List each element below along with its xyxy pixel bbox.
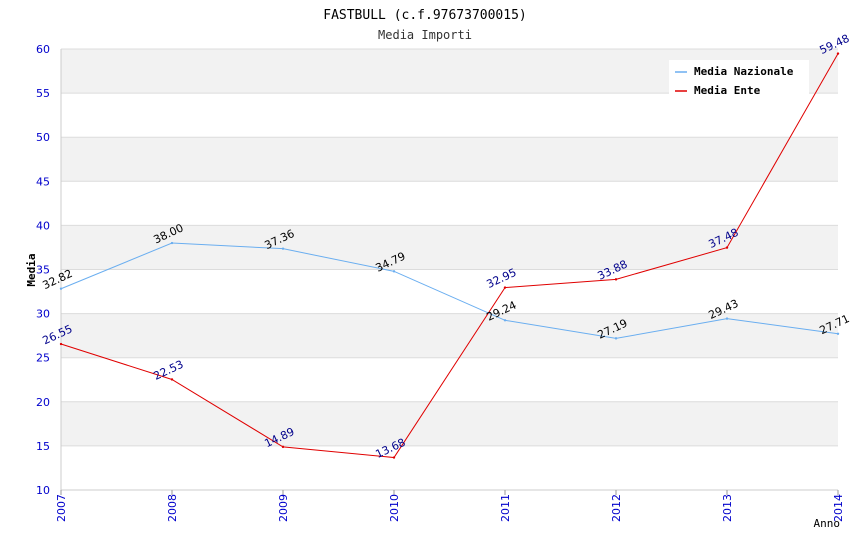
data-point-media-nazionale [281, 247, 285, 250]
data-point-media-ente [281, 445, 285, 449]
series-line-media-nazionale [60, 242, 839, 339]
data-point-media-ente [170, 378, 174, 381]
y-tick-label: 10 [36, 484, 50, 497]
y-tick-label: 35 [36, 264, 50, 277]
legend: Media Nazionale Media Ente [669, 60, 809, 97]
data-point-media-ente [392, 456, 396, 459]
x-tick-label: 2007 [55, 494, 68, 522]
y-tick-label: 40 [36, 219, 50, 232]
legend-label-media-nazionale: Media Nazionale [694, 65, 794, 78]
data-point-media-nazionale [614, 337, 618, 340]
data-point-media-nazionale [392, 270, 396, 273]
legend-box [669, 60, 809, 96]
x-tick-label: 2010 [388, 494, 401, 522]
y-tick-label: 30 [36, 308, 50, 321]
data-point-media-nazionale [170, 241, 174, 245]
data-point-media-ente [59, 342, 63, 346]
legend-label-media-ente: Media Ente [694, 84, 761, 97]
y-tick-label: 15 [36, 440, 50, 453]
series-line-media-ente [60, 53, 839, 459]
data-point-media-nazionale [503, 319, 507, 322]
data-point-media-ente [614, 278, 618, 281]
y-tick-label: 50 [36, 131, 50, 144]
x-tick-label: 2014 [832, 494, 845, 522]
x-axis-label: Anno [814, 517, 841, 530]
data-point-media-nazionale [59, 287, 63, 290]
grid-band [61, 313, 838, 358]
x-tick-label: 2013 [721, 494, 734, 522]
y-tick-label: 60 [36, 43, 50, 56]
data-point-media-nazionale [725, 317, 729, 320]
data-point-media-nazionale [836, 332, 840, 335]
data-point-media-ente [503, 286, 507, 289]
y-axis-label: Media [25, 253, 38, 286]
x-tick-label: 2012 [610, 494, 623, 522]
grid-band [61, 225, 838, 270]
y-tick-label: 20 [36, 396, 50, 409]
data-point-media-ente [836, 52, 840, 55]
x-tick-label: 2011 [499, 494, 512, 522]
x-tick-label: 2008 [166, 494, 179, 522]
x-tick-label: 2009 [277, 494, 290, 522]
y-tick-label: 45 [36, 175, 50, 188]
y-tick-label: 25 [36, 352, 50, 365]
data-label-media-ente: 22.53 [151, 358, 185, 383]
y-tick-label: 55 [36, 87, 50, 100]
chart-subtitle: Media Importi [378, 28, 472, 42]
grid-band [61, 137, 838, 182]
grid-band [61, 401, 838, 446]
chart-title: FASTBULL (c.f.97673700015) [323, 8, 527, 23]
data-point-media-ente [725, 246, 729, 249]
